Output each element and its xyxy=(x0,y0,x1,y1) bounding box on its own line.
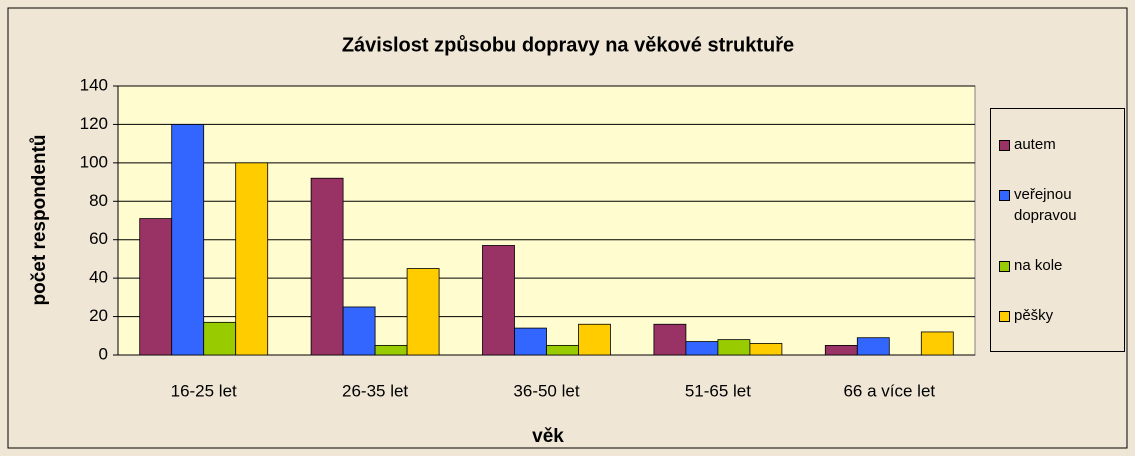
y-tick-label: 40 xyxy=(89,268,108,287)
x-tick-label: 26-35 let xyxy=(342,381,408,400)
y-tick-label: 100 xyxy=(80,152,108,171)
chart-title: Závislost způsobu dopravy na věkové stru… xyxy=(342,34,794,56)
legend-entry: na kole xyxy=(997,255,1118,276)
legend-label: autem xyxy=(1014,135,1056,153)
bar xyxy=(514,327,547,356)
chart-border xyxy=(7,7,1128,449)
y-tick-label: 80 xyxy=(89,191,108,210)
x-tick-label: 16-25 let xyxy=(171,381,237,400)
bar xyxy=(920,331,954,356)
y-axis-label: počet respondentů xyxy=(29,134,50,305)
y-tick-label: 120 xyxy=(80,114,108,133)
y-tick-label: 0 xyxy=(99,344,108,363)
legend-swatch xyxy=(999,139,1010,151)
bar xyxy=(482,245,515,356)
legend-entry: autem xyxy=(997,134,1118,155)
bar xyxy=(171,124,205,356)
legend: autem veřejnou dopravou na kole pěšky xyxy=(990,108,1125,352)
bar xyxy=(342,306,376,356)
legend-swatch xyxy=(999,261,1010,273)
bar xyxy=(717,339,751,356)
legend-swatch xyxy=(999,311,1010,323)
y-tick-label: 20 xyxy=(89,306,108,325)
bar xyxy=(139,218,173,356)
bar xyxy=(856,337,890,356)
legend-label: pěšky xyxy=(1014,307,1054,325)
x-tick-label: 51-65 let xyxy=(685,381,751,400)
y-tick-label: 60 xyxy=(89,229,108,248)
bar xyxy=(653,323,687,356)
x-tick-label: 36-50 let xyxy=(513,381,579,400)
bar xyxy=(578,323,611,356)
bar xyxy=(235,162,269,356)
bar xyxy=(546,344,579,356)
bar xyxy=(203,321,237,356)
bar xyxy=(406,268,440,356)
x-axis-label: věk xyxy=(532,426,564,447)
legend-entry: veřejnou dopravou xyxy=(997,184,1118,226)
bar xyxy=(685,341,719,356)
bar xyxy=(749,343,783,356)
legend-label: veřejnou dopravou xyxy=(1014,185,1077,224)
legend-swatch xyxy=(999,189,1010,201)
bar xyxy=(374,344,408,356)
legend-entry: pěšky xyxy=(997,305,1118,326)
y-tick-label: 140 xyxy=(80,75,108,94)
bar xyxy=(310,177,344,356)
legend-label: na kole xyxy=(1014,257,1063,275)
bar xyxy=(824,344,858,356)
x-tick-label: 66 a více let xyxy=(843,381,935,400)
